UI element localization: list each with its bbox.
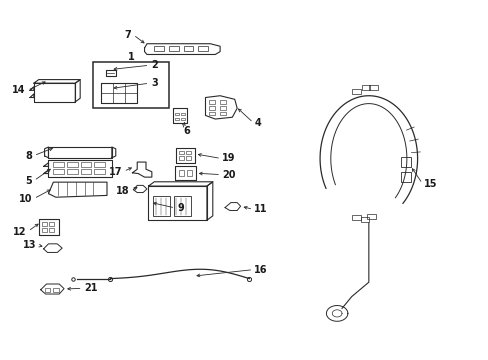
Text: 20: 20 <box>222 170 235 180</box>
Text: 8: 8 <box>25 150 32 161</box>
Bar <box>361 85 369 90</box>
Bar <box>209 112 215 116</box>
Bar <box>185 150 190 154</box>
Bar <box>351 89 360 94</box>
Bar <box>41 222 46 226</box>
Bar <box>153 196 170 216</box>
Bar <box>94 169 105 174</box>
Bar <box>175 118 179 121</box>
Bar <box>181 113 184 116</box>
Bar <box>220 112 225 116</box>
Text: 7: 7 <box>124 30 131 40</box>
Text: 15: 15 <box>423 179 436 189</box>
Text: 13: 13 <box>23 240 36 250</box>
Bar <box>173 196 190 216</box>
Bar <box>198 46 207 51</box>
Bar <box>209 106 215 110</box>
Bar <box>53 169 64 174</box>
Bar <box>400 172 410 182</box>
Bar <box>67 169 78 174</box>
Bar <box>360 217 368 222</box>
Bar <box>183 46 193 51</box>
Bar <box>220 106 225 110</box>
Text: 6: 6 <box>183 126 190 135</box>
Text: 10: 10 <box>19 194 32 204</box>
Bar <box>94 162 105 167</box>
Bar <box>366 215 375 220</box>
Bar <box>181 118 184 121</box>
Text: 11: 11 <box>254 204 267 215</box>
Text: 3: 3 <box>151 78 157 88</box>
Bar <box>185 156 190 160</box>
Bar <box>53 162 64 167</box>
Text: 14: 14 <box>12 85 25 95</box>
Text: 9: 9 <box>177 203 183 213</box>
Bar <box>154 46 163 51</box>
Bar <box>67 162 78 167</box>
Text: 4: 4 <box>254 118 261 128</box>
Bar <box>53 288 59 292</box>
Bar <box>209 100 215 104</box>
Text: 16: 16 <box>254 265 267 275</box>
Text: 12: 12 <box>13 227 26 237</box>
Text: 1: 1 <box>127 52 134 62</box>
Text: 5: 5 <box>25 176 32 186</box>
Bar <box>175 113 179 116</box>
Text: 18: 18 <box>116 186 130 197</box>
Bar <box>81 162 91 167</box>
Bar <box>368 85 377 90</box>
Text: 2: 2 <box>151 60 157 70</box>
Bar <box>93 62 168 108</box>
Bar <box>351 215 360 220</box>
Bar <box>186 170 191 176</box>
Bar <box>41 228 46 231</box>
Text: 17: 17 <box>109 167 122 177</box>
Bar <box>49 228 54 231</box>
Bar <box>220 100 225 104</box>
Bar <box>168 46 178 51</box>
Bar <box>179 170 183 176</box>
Bar <box>179 156 183 160</box>
Bar <box>81 169 91 174</box>
Bar <box>49 222 54 226</box>
Text: 19: 19 <box>222 153 235 163</box>
Bar <box>179 150 183 154</box>
Text: 21: 21 <box>84 283 98 293</box>
Bar <box>44 288 50 292</box>
Bar <box>400 157 410 167</box>
